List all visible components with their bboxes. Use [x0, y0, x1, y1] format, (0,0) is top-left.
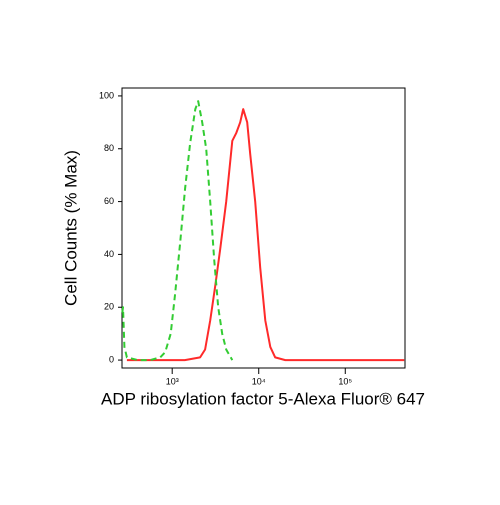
- plot-frame: [121, 87, 406, 369]
- y-tick-label: 100: [99, 90, 114, 100]
- x-tick-label: 10³: [166, 376, 179, 386]
- y-tick-label: 40: [104, 249, 114, 259]
- series-line: [126, 108, 405, 362]
- x-tick-label: 10⁵: [338, 376, 352, 386]
- y-axis-label: Cell Counts (% Max): [61, 150, 80, 306]
- y-tick-label: 60: [104, 196, 114, 206]
- series-line: [121, 100, 234, 362]
- y-tick-label: 0: [109, 354, 114, 364]
- x-axis-label: ADP ribosylation factor 5-Alexa Fluor® 6…: [101, 389, 425, 408]
- y-tick-label: 80: [104, 143, 114, 153]
- x-tick-label: 10⁴: [252, 376, 266, 386]
- y-tick-label: 20: [104, 302, 114, 312]
